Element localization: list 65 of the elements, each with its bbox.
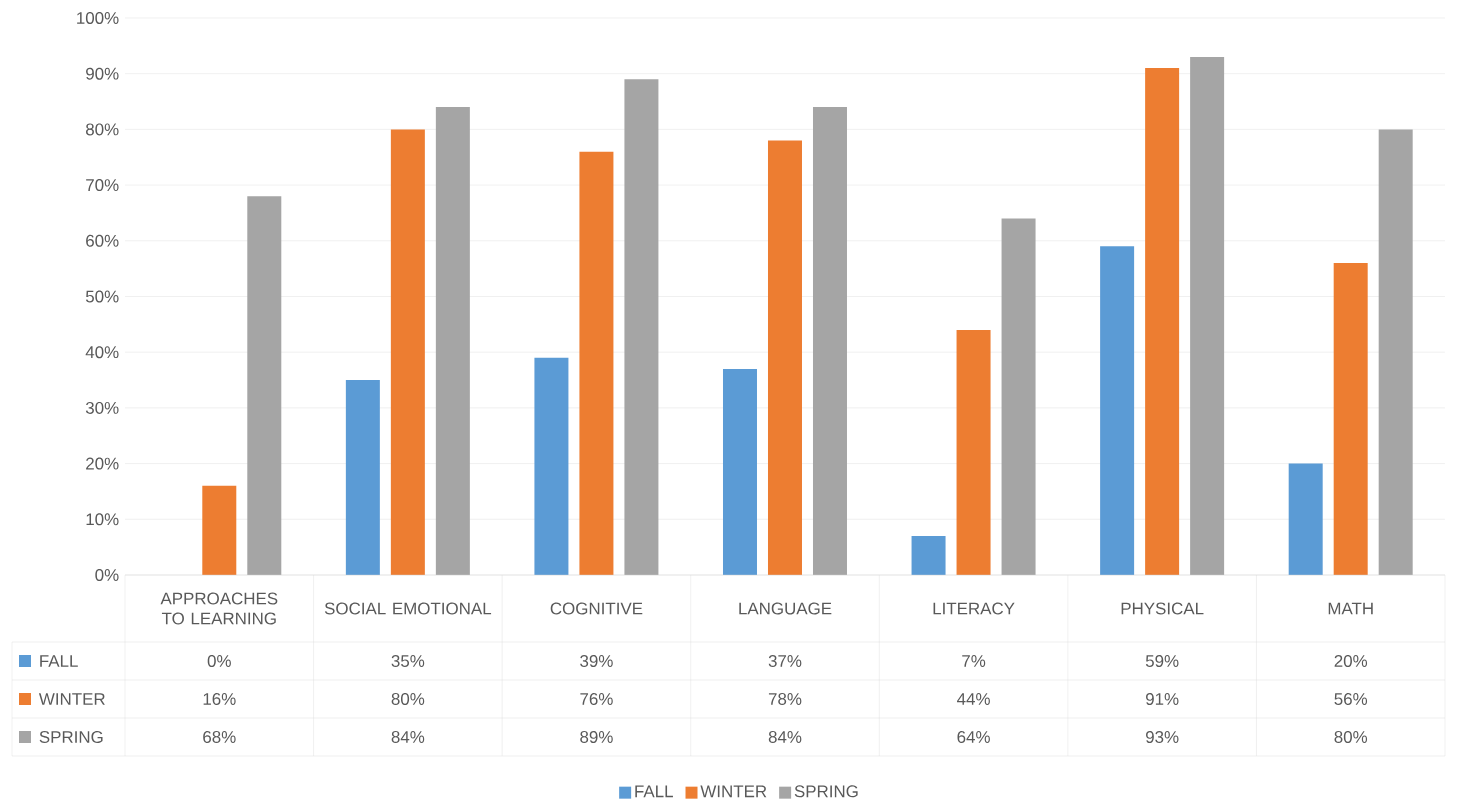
y-tick-label: 30%: [85, 401, 119, 414]
data-label: 59%: [1145, 654, 1179, 667]
data-label: 84%: [391, 730, 425, 743]
y-tick-label: 80%: [86, 123, 119, 136]
data-label: 76%: [580, 692, 613, 705]
legend-label: WINTER: [38, 693, 105, 705]
x-tick-label: SOCIAL EMOTIONAL: [324, 602, 492, 615]
x-tick-label: LANGUAGE: [739, 602, 832, 615]
bar: [390, 129, 425, 575]
data-label: 89%: [580, 730, 613, 743]
data-label: 64%: [957, 730, 990, 743]
bar: [579, 151, 614, 575]
data-label: 16%: [203, 692, 236, 705]
data-label: 78%: [768, 692, 802, 705]
text: WINTER: [700, 785, 767, 797]
bar: [812, 106, 847, 575]
x-tick-label: MATH: [1328, 602, 1373, 615]
bar: [435, 106, 470, 575]
x-tick-label: APPROACHES TO LEARNING: [160, 592, 278, 625]
data-label: 56%: [1334, 692, 1368, 705]
bar: [767, 140, 802, 575]
bar: [1288, 463, 1323, 575]
y-tick-label: 10%: [86, 513, 119, 526]
data-label: 68%: [203, 730, 236, 743]
data-label: 37%: [768, 654, 802, 667]
bar: [1001, 218, 1036, 575]
data-label: 7%: [962, 654, 986, 667]
data-label: 80%: [391, 692, 425, 705]
data-label: 91%: [1146, 692, 1179, 705]
data-label: 39%: [580, 654, 613, 667]
bar: [722, 368, 757, 575]
data-label: 80%: [1334, 730, 1368, 743]
text: FALL: [40, 655, 78, 667]
bar: [247, 196, 282, 575]
x-tick-label: PHYSICAL: [1121, 602, 1204, 615]
data-label: 93%: [1146, 730, 1179, 743]
y-tick-label: 50%: [85, 290, 119, 303]
bar: [1145, 67, 1180, 575]
y-tick-label: 0%: [95, 568, 119, 581]
text: SPRING: [39, 730, 103, 743]
bar: [345, 379, 380, 575]
bar: [1333, 262, 1368, 575]
data-label: 0%: [207, 654, 231, 667]
bar: [202, 485, 237, 575]
y-tick-label: 20%: [86, 457, 119, 470]
bar: [911, 535, 946, 575]
x-tick-label: COGNITIVE: [550, 602, 643, 615]
legend-label: SPRING: [794, 785, 858, 798]
bar: [624, 79, 659, 575]
y-tick-label: 70%: [86, 178, 119, 191]
bar: [1378, 129, 1413, 575]
bar: [534, 357, 569, 575]
y-tick-label: 40%: [85, 346, 119, 359]
y-tick-label: 90%: [86, 67, 119, 80]
data-label: 35%: [391, 654, 425, 667]
data-label: 84%: [768, 730, 802, 743]
x-tick-label: LITERACY: [933, 602, 1015, 615]
bar: [956, 329, 991, 575]
y-tick-label: 60%: [86, 234, 119, 247]
bar: [1100, 246, 1135, 575]
data-label: 44%: [957, 692, 990, 705]
y-tick-label: 100%: [77, 11, 119, 24]
data-label: 20%: [1334, 654, 1368, 667]
legend-label: FALL: [635, 785, 673, 797]
bar: [1190, 56, 1225, 575]
